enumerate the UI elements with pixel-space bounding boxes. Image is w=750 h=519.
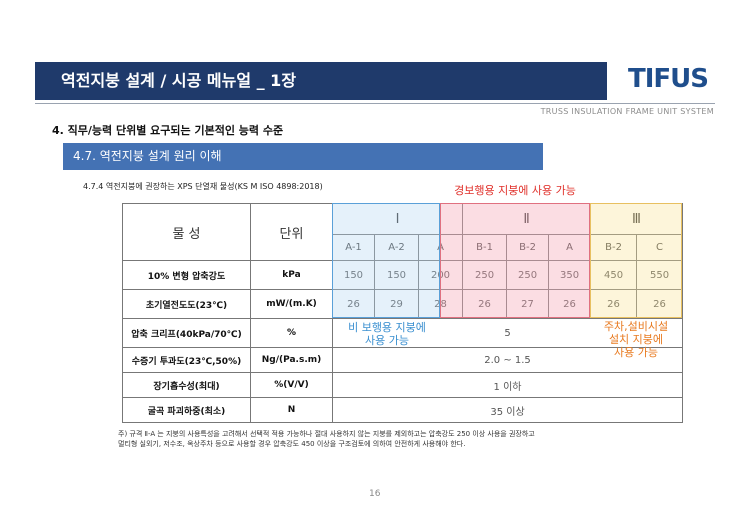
table-cell: 450 (590, 260, 638, 290)
logo: TIFUS (628, 64, 709, 94)
table-cell: 26 (332, 289, 375, 319)
group-2-highlight (440, 203, 590, 318)
table-cell: 장기흡수성(최대) (122, 372, 251, 398)
header-cell: A-1 (332, 234, 375, 261)
table-cell: 2.0 ~ 1.5 (331, 347, 684, 373)
table-cell: Ng/(Pa.s.m) (250, 347, 333, 373)
table-cell: %(V/V) (250, 372, 333, 398)
table-row: 굴곡 파괴하중(최소) N 35 이상 (122, 397, 684, 423)
caption: 4.7.4 역전지붕에 권장하는 XPS 단열재 물성(KS M ISO 489… (83, 182, 323, 191)
header-row: 물 성 단위 Ⅰ Ⅱ Ⅲ (122, 203, 684, 261)
group-1-highlight (332, 203, 440, 318)
property-table: 물 성 단위 Ⅰ Ⅱ Ⅲ A-1 A-2 A B-1 B-2 A B-2 C 10% 변형 압축강도 kPa… (122, 203, 684, 423)
page-number: 16 (369, 489, 381, 499)
table-cell: 압축 크리프(40kPa/70℃) (122, 318, 251, 348)
table-cell: mW/(m.K) (250, 289, 333, 319)
table-cell: 550 (636, 260, 684, 290)
table-cell: 굴곡 파괴하중(최소) (122, 397, 251, 423)
header-cell: 물 성 (122, 203, 251, 261)
table-cell: N (250, 397, 333, 423)
table-cell: 150 (374, 260, 419, 290)
header-cell: A (548, 234, 592, 261)
rule (35, 103, 715, 104)
table-row: 장기흡수성(최대) %(V/V) 1 이하 (122, 372, 684, 398)
annotation-group-2: 경보행용 지붕에 사용 가능 (440, 184, 590, 197)
table-cell: 350 (548, 260, 592, 290)
header-cell: B-2 (506, 234, 550, 261)
table-cell: 10% 변형 압축강도 (122, 260, 251, 290)
table-cell: 1 이하 (331, 372, 684, 398)
table-cell: 35 이상 (331, 397, 684, 423)
annotation-line: 사용 가능 (365, 334, 409, 347)
tagline: TRUSS INSULATION FRAME UNIT SYSTEM (540, 107, 714, 116)
footnote-line: 주) 규격 Ⅱ-A 는 지붕의 사용특성을 고려해서 선택적 적용 가능하나 절… (118, 430, 535, 438)
annotation-line: 비 보행용 지붕에 (348, 321, 426, 334)
annotation-line: 경보행용 지붕에 사용 가능 (454, 184, 576, 197)
table-cell: 초기열전도도(23℃) (122, 289, 251, 319)
subsection-title: 4.7. 역전지붕 설계 원리 이해 (63, 143, 543, 170)
header-cell: 단위 (250, 203, 333, 261)
table-row: 10% 변형 압축강도 kPa 150 150 200 250 250 350 450 550 (122, 260, 684, 290)
footnote-line: 멀티형 실외기, 저수조, 옥상주차 등으로 사용할 경우 압축강도 450 이… (118, 440, 466, 448)
annotation-line: 주차,설비시설 (603, 320, 669, 333)
header-title: 역전지붕 설계 / 시공 메뉴얼 _ 1장 (35, 62, 607, 100)
table-cell: % (250, 318, 333, 348)
header-cell: A-2 (374, 234, 419, 261)
group-3-highlight (590, 203, 682, 318)
header-cell: Ⅲ (590, 203, 684, 235)
annotation-group-3: 주차,설비시설 설치 지붕에 사용 가능 (578, 320, 694, 359)
table-row: 수증기 투과도(23℃,50%) Ng/(Pa.s.m) 2.0 ~ 1.5 (122, 347, 684, 373)
header-cell: B-2 (590, 234, 638, 261)
annotation-line: 사용 가능 (614, 346, 658, 359)
table-cell: 수증기 투과도(23℃,50%) (122, 347, 251, 373)
footnote: 주) 규격 Ⅱ-A 는 지붕의 사용특성을 고려해서 선택적 적용 가능하나 절… (118, 429, 535, 449)
table-cell: kPa (250, 260, 333, 290)
annotation-line: 설치 지붕에 (608, 333, 664, 346)
table-row: 압축 크리프(40kPa/70℃)% 5 (122, 318, 684, 348)
table-cell: 5 (331, 318, 684, 348)
section-title: 4. 직무/능력 단위별 요구되는 기본적인 능력 수준 (52, 124, 284, 137)
annotation-group-1: 비 보행용 지붕에 사용 가능 (322, 321, 452, 347)
